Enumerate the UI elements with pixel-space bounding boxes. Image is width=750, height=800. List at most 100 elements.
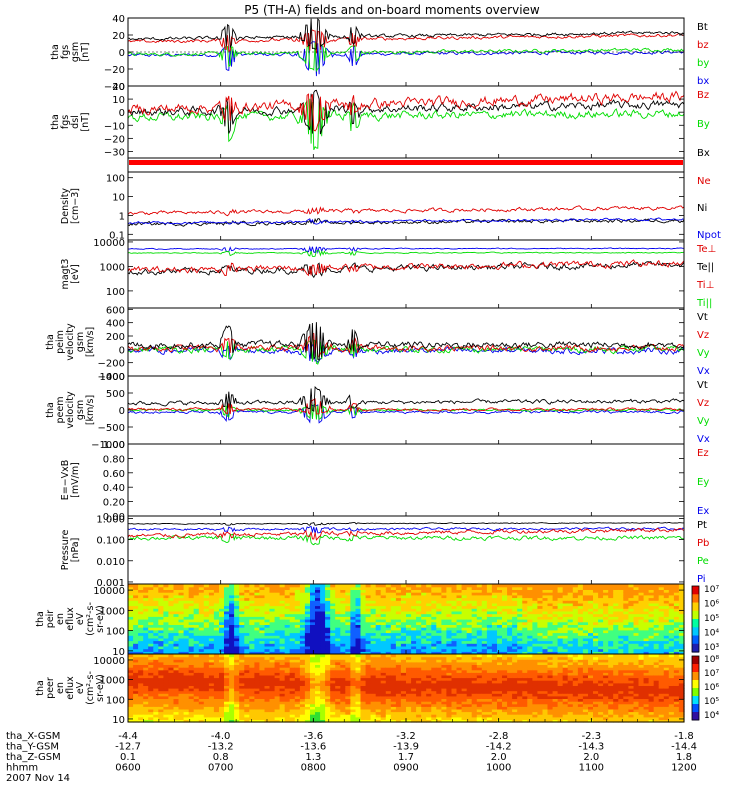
y-axis-label: magt3 [eV] [60,259,81,290]
colorbar-tick-label: 10⁴ [704,629,719,639]
y-tick-label: 0.40 [103,483,125,494]
ephemeris-value: -1.8 [674,731,694,742]
y-axis-label-line: Density [60,188,71,224]
series-line-red [127,205,685,217]
series-line-blue [127,41,685,77]
y-axis-label-line: gsm [75,400,86,420]
y-axis-label-line: eflux [65,676,76,700]
series-line-red [127,527,685,541]
ephemeris-value: 0900 [393,763,418,774]
y-axis-label: tha peem velocity gsm [km/s] [45,391,96,429]
ephemeris-value: -12.7 [115,742,141,753]
legend-temperature-1: Te|| [696,262,714,273]
series-line-blue [127,525,685,534]
legend-peem_velocity-1: Vz [697,398,709,409]
y-tick-label: 10 [112,193,125,204]
y-tick-label: 0.60 [103,469,125,480]
y-tick-label: 200 [106,332,125,343]
y-tick-label: 0.1 [109,230,125,241]
y-axis-label-line: [km/s] [85,327,96,357]
y-tick-label: 1000 [100,676,125,687]
y-axis-label: Density [cm−3] [60,188,81,224]
series-line-black [128,521,684,526]
y-tick-label: 400 [106,319,125,330]
panel-peir_spec: 10⁷ 10⁶ 10⁵ 10⁴ 10³ 10000 1000 100 10 tha peir en ef… [35,583,719,658]
spectrogram-cells [128,654,685,723]
y-axis-label-line: fgs [60,115,71,129]
y-tick-label: 1.00 [103,440,125,451]
legend-peem_velocity-2: Vy [697,416,710,427]
legend-temperature-0: Te⊥ [696,244,716,255]
y-axis-label-line: magt3 [60,259,71,290]
series-line-green [127,533,685,546]
y-tick-label: 10 [112,715,125,726]
y-axis-label-line: en [55,682,66,694]
colorbar-peer_spec: 10⁸ 10⁷ 10⁶ 10⁵ 10⁴ [691,655,719,721]
y-axis-label-line: peir [45,610,56,629]
y-tick-label: 0.001 [96,578,125,589]
legend-pressure-3: Pi [697,574,706,585]
y-tick-label: 0.80 [103,454,125,465]
ephemeris-value: -2.8 [489,731,509,742]
y-axis-label-line: eV [75,681,86,694]
colorbar-tick-label: 10⁷ [704,585,719,595]
y-axis-label: tha peim velocity gsm [km/s] [45,323,96,361]
panel-fgs_gsm: 40 20 0 −20 −40 tha fgs gsm [nT] Bt bz by bx [50,14,709,93]
panel-frame [127,171,685,241]
series-line-red [127,259,685,277]
y-tick-label: 0.00 [103,512,125,523]
panel-density: 100 10 1 0.1 Density [cm−3] Ne Ni Npot [60,171,721,241]
ephemeris-value: -2.3 [582,731,602,742]
colorbar-tick-label: 10⁶ [704,600,719,610]
series-line-red [127,90,685,132]
y-tick-label: 500 [106,389,125,400]
series-line-black [128,89,685,135]
y-axis-label-line: Pressure [60,530,71,571]
y-axis-label-line: E=−VxB [60,460,71,501]
y-axis-label-line: dsl [70,115,81,129]
ephemeris-value: -4.0 [211,731,231,742]
ephemeris-row-label: tha_Z-GSM [6,752,61,763]
series-line-blue [127,341,685,364]
ephemeris-value: -14.2 [486,742,512,753]
y-tick-label: 0.010 [96,557,125,568]
legend-peim_velocity-2: Vy [697,348,710,359]
y-tick-label: 10 [112,647,125,658]
legend-fgs_gsm-3: bx [697,76,709,87]
y-axis-label: E=−VxB [mV/m] [60,460,81,501]
legend-temperature-2: Ti⊥ [696,280,714,291]
legend-temperature-3: Ti|| [696,298,712,309]
series-line-red [127,333,685,358]
series-line-black [127,322,685,361]
y-tick-label: −30 [104,148,125,159]
legend-density-0: Ne [697,176,711,187]
ephemeris-value: 0.8 [213,752,229,763]
ephemeris-value: 0.1 [120,752,136,763]
y-axis-label-line: gsm [70,42,81,62]
y-axis-label-line: (cm²-s- [85,671,96,705]
y-tick-label: −400 [98,372,125,383]
series-line-blue [127,245,684,254]
legend-efield-1: Ey [697,477,709,488]
y-axis-label-line: peer [45,677,56,699]
ephemeris-value: -3.6 [304,731,324,742]
legend-fgs_gsm-2: by [697,58,709,69]
ephemeris-value: 1.8 [676,752,692,763]
colorbar-tick-label: 10³ [704,643,719,653]
y-axis-label-line: eV [75,612,86,625]
y-tick-label: 1000 [100,372,125,383]
y-tick-label: 0.20 [103,498,125,509]
y-tick-label: 10000 [93,238,125,249]
separator-bar [127,157,685,173]
legend-fgs_gsm-1: bz [697,40,709,51]
legend-density-2: Npot [697,230,721,241]
y-axis-label-line: [cm−3] [70,188,81,224]
y-axis-label-line: fgs [60,45,71,59]
legend-fgs_gsm-0: Bt [697,22,708,33]
ephemeris-value: 1200 [671,763,696,774]
legend-fgs_dsl-1: By [697,119,710,130]
y-axis-label-line: (cm²-s- [85,602,96,636]
y-axis-label-line: velocity [65,323,76,361]
ephemeris-value: -4.4 [118,731,138,742]
